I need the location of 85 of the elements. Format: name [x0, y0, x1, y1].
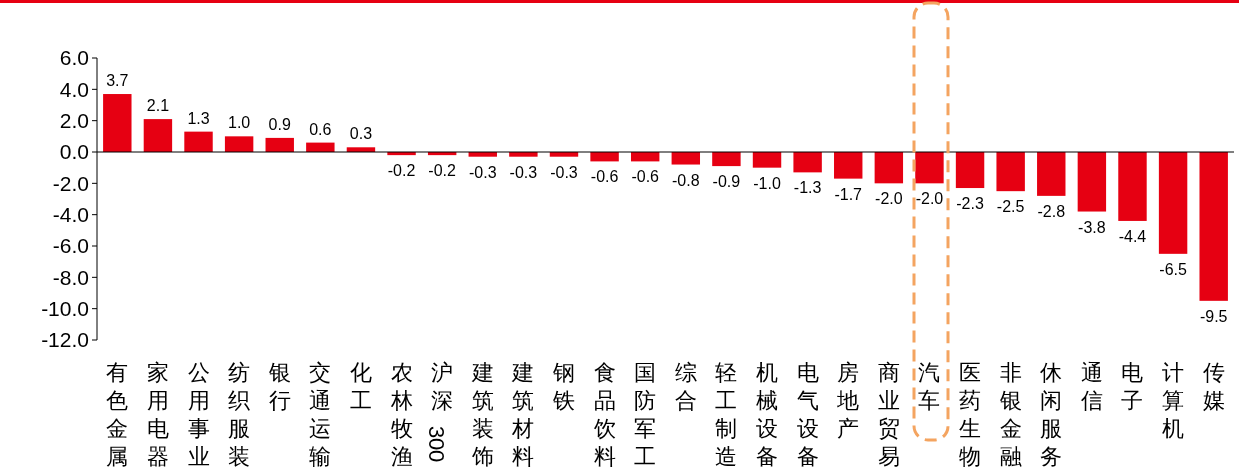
x-tick-label: 休闲服务 — [1040, 360, 1063, 469]
y-tick-label: -6.0 — [52, 234, 89, 258]
x-tick-label: 轻工制造 — [715, 360, 738, 469]
x-tick-label: 医药生物 — [959, 360, 982, 469]
data-label: -1.0 — [753, 174, 781, 192]
x-tick-label: 房地产 — [836, 360, 860, 441]
bar — [1037, 152, 1066, 196]
x-tick-label: 通信 — [1080, 360, 1103, 413]
data-label: -9.5 — [1199, 307, 1228, 325]
x-tick-label: 钢铁 — [551, 360, 575, 413]
x-tick-label: 家用电器 — [146, 360, 169, 469]
x-tick-label: 化工 — [349, 360, 372, 413]
y-tick-label: -4.0 — [52, 203, 89, 227]
bar — [143, 119, 173, 152]
data-label: 1.3 — [187, 109, 210, 127]
x-tick-label: 综合 — [674, 360, 697, 413]
data-label: -0.9 — [712, 173, 741, 191]
data-label: 3.7 — [106, 72, 129, 90]
data-label: -0.2 — [428, 162, 457, 180]
x-tick-label: 农林牧渔 — [389, 360, 413, 469]
x-tick-label: 计算机 — [1162, 360, 1185, 441]
data-label: -1.3 — [793, 179, 822, 197]
data-label: -2.8 — [1037, 202, 1066, 220]
data-label: 0.6 — [309, 120, 332, 138]
data-label: -0.3 — [509, 163, 538, 181]
data-label: -0.8 — [672, 171, 700, 189]
bar — [793, 152, 822, 173]
data-label: -4.4 — [1118, 227, 1147, 245]
bar — [1199, 152, 1228, 301]
y-tick-label: 0.0 — [59, 140, 89, 164]
y-tick-label: 2.0 — [59, 109, 89, 133]
x-tick-label: 机械设备 — [756, 360, 779, 469]
bar — [874, 152, 904, 184]
data-label: -2.0 — [915, 190, 944, 208]
data-label: -2.0 — [875, 190, 903, 208]
bar — [671, 152, 701, 165]
bar — [1077, 152, 1107, 212]
bar — [1118, 152, 1147, 221]
x-tick-label: 电气设备 — [796, 360, 819, 469]
bar — [955, 152, 985, 189]
y-tick-label: 4.0 — [59, 77, 89, 101]
data-label: -0.2 — [387, 162, 416, 180]
bar — [103, 94, 132, 152]
data-label: -2.3 — [956, 195, 984, 213]
x-tick-label: 商业贸易 — [877, 360, 900, 469]
data-label: 1.0 — [228, 114, 251, 132]
bar — [265, 137, 294, 152]
x-tick-label: 银行 — [267, 360, 291, 413]
x-tick-label: 有色金属 — [106, 360, 129, 469]
data-label: -6.5 — [1159, 260, 1187, 278]
x-tick-label: 纺织服装 — [228, 360, 251, 469]
bar — [224, 136, 254, 152]
x-tick-label: 食品饮料 — [592, 360, 616, 469]
bar — [752, 152, 782, 168]
bar — [712, 152, 741, 167]
bar — [834, 152, 863, 179]
y-tick-label: -8.0 — [52, 265, 89, 289]
y-tick-label: -10.0 — [41, 297, 89, 321]
y-tick-label: -2.0 — [52, 171, 89, 195]
x-tick-label: 建筑装饰 — [470, 360, 494, 469]
y-tick-label: -12.0 — [41, 328, 89, 352]
y-tick-label: 6.0 — [59, 46, 89, 70]
bar — [915, 152, 944, 184]
data-label: 0.9 — [268, 115, 291, 133]
data-label: 2.1 — [146, 97, 170, 115]
data-label: -0.3 — [468, 163, 497, 181]
x-tick-label: 非银金融 — [998, 360, 1022, 469]
data-label: -0.6 — [590, 168, 619, 186]
data-label: 0.3 — [349, 125, 373, 143]
data-label: -0.6 — [631, 168, 660, 186]
x-tick-label: 公用事业 — [187, 360, 210, 469]
bar — [184, 131, 213, 152]
data-label: -3.8 — [1078, 218, 1106, 236]
bar — [1158, 152, 1188, 254]
x-tick-label: 国防军工 — [634, 360, 657, 469]
x-tick-label: 传媒 — [1202, 360, 1225, 413]
data-label: -0.3 — [550, 163, 578, 181]
x-tick-label: 汽车 — [918, 360, 941, 413]
data-label: -1.7 — [834, 185, 863, 203]
x-tick-label: 电子 — [1121, 360, 1144, 413]
x-tick-label: 建筑材料 — [511, 360, 535, 469]
data-label: -2.5 — [996, 198, 1025, 216]
bar — [996, 152, 1025, 192]
x-tick-label: 交通运输 — [309, 360, 332, 469]
x-tick-label: 沪深300 — [424, 360, 454, 463]
